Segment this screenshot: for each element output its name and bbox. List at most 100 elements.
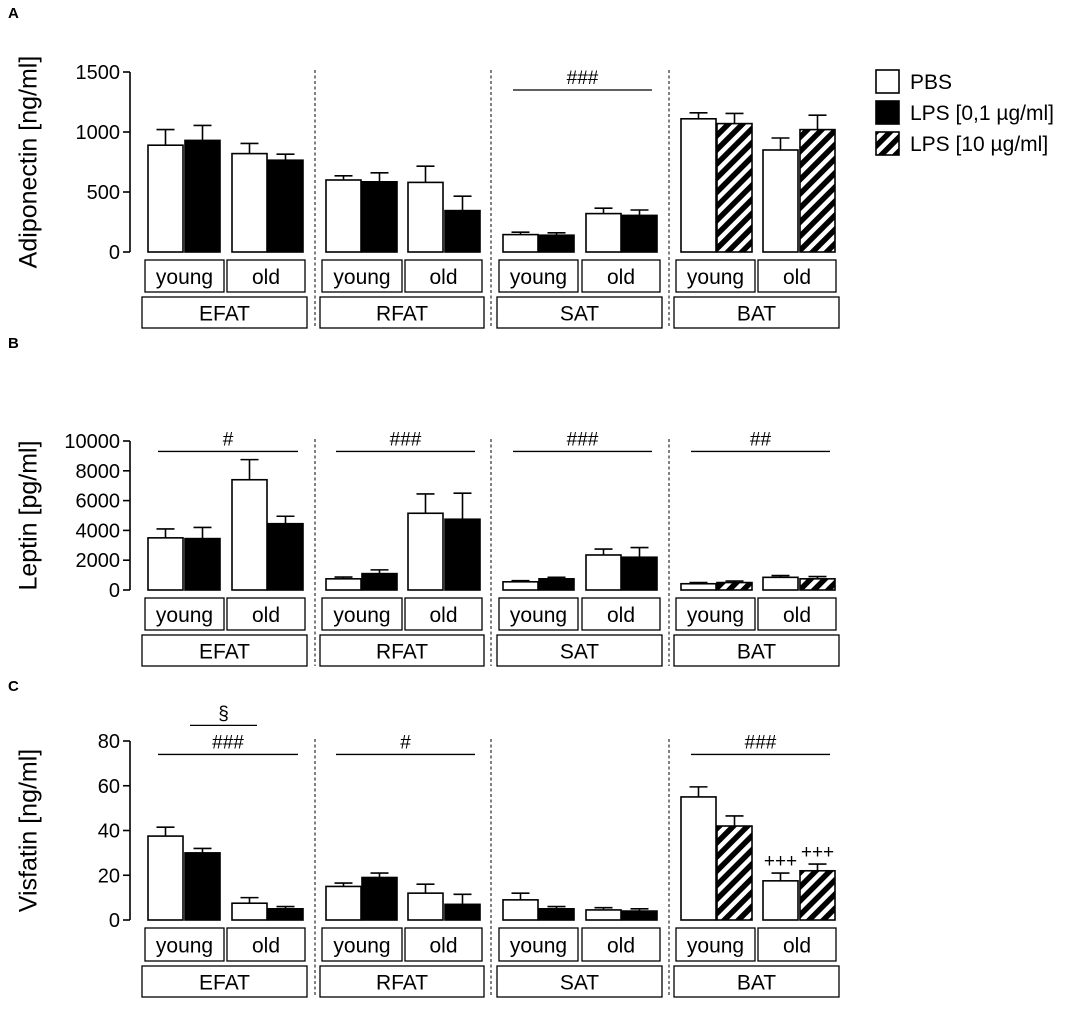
- age-label-old: old: [607, 604, 635, 627]
- tissue-box: [496, 296, 663, 329]
- y-tick-label: 1000: [76, 122, 121, 144]
- tissue-box: [673, 296, 840, 329]
- age-box-young: [498, 597, 579, 631]
- bar-old-lps: [621, 214, 658, 253]
- tissue-group-sat: young old SAT: [496, 739, 670, 998]
- bar-old-lps: [267, 159, 304, 253]
- y-tick-label: 0: [109, 580, 120, 602]
- y-tick-label: 0: [109, 242, 120, 264]
- bar-old-lps: [444, 903, 481, 921]
- bar-young-pbs: [147, 835, 184, 921]
- bar-young-lps: [184, 852, 221, 921]
- y-tick-label: 2000: [76, 550, 121, 572]
- age-label-old: old: [607, 935, 635, 958]
- bar-young-lps: [716, 581, 753, 591]
- bar-young-lps: [538, 908, 575, 921]
- bar-young-lps: [184, 139, 221, 253]
- significance-label: ##: [750, 429, 772, 450]
- bar-old-lps: [444, 209, 481, 253]
- significance-label: ###: [212, 732, 244, 753]
- tissue-label: EFAT: [199, 303, 250, 326]
- tissue-box: [319, 965, 485, 998]
- legend-swatch-hatched: [875, 131, 900, 156]
- significance-label: ###: [567, 68, 599, 89]
- age-box-old: [226, 597, 306, 631]
- significance-label: #: [223, 429, 234, 450]
- age-box-young: [675, 259, 756, 293]
- tissue-box: [496, 634, 663, 667]
- age-label-young: young: [510, 935, 567, 958]
- bar-old-pbs: [762, 576, 799, 591]
- bar-young-pbs: [680, 118, 717, 253]
- panels: A Adiponectin [ng/ml] 0 500 1000 1500 young old…: [8, 5, 840, 998]
- age-box-young: [321, 597, 403, 631]
- bar-young-pbs: [325, 578, 362, 591]
- panel-letter: A: [8, 5, 19, 22]
- tissue-box: [141, 296, 308, 329]
- tissue-box: [673, 634, 840, 667]
- bar-old-lps: [621, 556, 658, 591]
- bar-old-pbs: [407, 892, 444, 921]
- age-box-young: [675, 597, 756, 631]
- bar-young-pbs: [502, 581, 539, 591]
- panel-letter: B: [8, 335, 19, 352]
- legend-swatch-black: [875, 100, 900, 125]
- tissue-label: RFAT: [376, 641, 428, 664]
- age-box-young: [144, 259, 225, 293]
- bar-young-pbs: [680, 582, 717, 591]
- age-label-old: old: [783, 935, 811, 958]
- significance-label: §: [218, 703, 229, 724]
- age-box-old: [226, 927, 306, 962]
- y-tick-label: 0: [109, 910, 120, 932]
- tissue-label: RFAT: [376, 303, 428, 326]
- y-tick-label: 10000: [64, 431, 120, 453]
- bar-old-pbs: [585, 554, 622, 591]
- y-tick-label: 500: [87, 182, 120, 204]
- age-label-old: old: [429, 266, 457, 289]
- bar-young-pbs: [325, 885, 362, 921]
- bar-young-lps: [716, 122, 753, 253]
- age-label-old: old: [783, 604, 811, 627]
- y-axis-label: Leptin [pg/ml]: [15, 440, 43, 590]
- age-label-young: young: [333, 935, 390, 958]
- age-label-young: young: [333, 604, 390, 627]
- age-box-old: [404, 259, 483, 293]
- age-label-young: young: [156, 266, 213, 289]
- bar-old-pbs: [762, 880, 799, 921]
- bar-young-pbs: [502, 233, 539, 253]
- bar-young-pbs: [147, 537, 184, 591]
- significance-label: ###: [567, 429, 599, 450]
- tissue-group-bat: ## young old BAT: [673, 429, 840, 667]
- tissue-box: [673, 965, 840, 998]
- bar-old-pbs: [762, 149, 799, 253]
- age-box-old: [581, 927, 661, 962]
- y-axis-label: Visfatin [ng/ml]: [15, 749, 43, 913]
- tissue-box: [319, 296, 485, 329]
- panel-b: B Leptin [pg/ml] 0 2000 4000 6000 8000 10000 # yo…: [8, 335, 840, 667]
- bar-old-lps: [267, 522, 304, 591]
- age-box-young: [144, 597, 225, 631]
- tissue-label: BAT: [737, 303, 776, 326]
- bar-old-pbs: [231, 152, 268, 253]
- age-box-old: [757, 597, 837, 631]
- age-label-old: old: [607, 266, 635, 289]
- tissue-label: BAT: [737, 641, 776, 664]
- bar-young-lps: [538, 578, 575, 591]
- age-label-young: young: [156, 604, 213, 627]
- age-box-young: [675, 927, 756, 962]
- y-tick-label: 60: [98, 776, 120, 798]
- bar-old-lps: [621, 910, 658, 921]
- y-tick-label: 8000: [76, 461, 121, 483]
- legend-label: LPS [0,1 µg/ml]: [910, 102, 1054, 125]
- tissue-box: [496, 965, 663, 998]
- age-box-young: [498, 259, 579, 293]
- legend-swatch-open: [875, 69, 900, 94]
- bar-old-pbs: [407, 181, 444, 253]
